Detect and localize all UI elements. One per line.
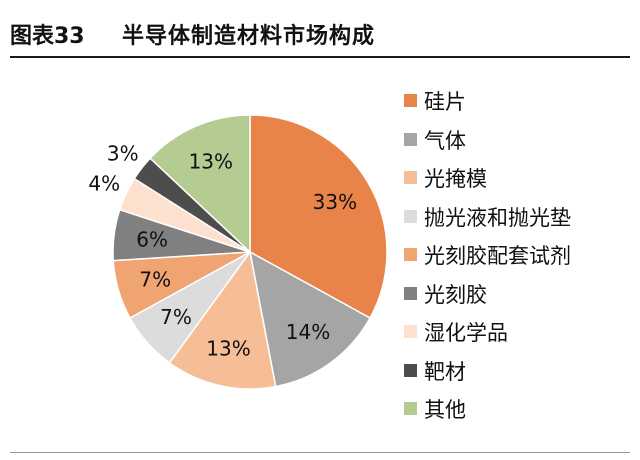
pie-slice (248, 250, 372, 388)
figure-header: 图表33 半导体制造材料市场构成 (10, 16, 630, 58)
legend-label: 光刻胶配套试剂 (424, 244, 571, 268)
pie-data-label: 13% (189, 150, 233, 174)
legend-label: 其他 (424, 398, 466, 422)
pie-chart: 33% 14% 13% 7% 7% 6% 4% 3% 13% (88, 114, 388, 390)
pie-data-label: 4% (88, 171, 120, 195)
legend-item: 靶材 (404, 356, 634, 395)
legend-item: 光掩模 (404, 163, 634, 202)
figure-label: 图表33 (10, 24, 85, 49)
legend-item: 光刻胶配套试剂 (404, 240, 634, 279)
pie-data-label: 33% (313, 190, 357, 214)
legend-swatch (404, 171, 417, 184)
legend-swatch (404, 402, 417, 415)
pie-data-label: 7% (139, 268, 171, 292)
legend-swatch (404, 94, 417, 107)
legend-item: 湿化学品 (404, 317, 634, 356)
legend-label: 光刻胶 (424, 282, 487, 307)
legend-item: 其他 (404, 394, 634, 433)
legend-label: 硅片 (424, 90, 466, 114)
legend-item: 硅片 (404, 86, 634, 125)
pie-data-label: 6% (136, 228, 168, 252)
legend-label: 抛光液和抛光垫 (424, 205, 571, 230)
legend-label: 湿化学品 (424, 321, 508, 345)
legend-swatch (404, 286, 417, 300)
bottom-rule (10, 452, 630, 453)
pie-data-label: 7% (160, 305, 192, 329)
chart-area: 33% 14% 13% 7% 7% 6% 4% 3% 13% 硅片气体光掩模抛光液和抛光垫 光刻胶… (0, 60, 640, 460)
pie-data-label: 13% (206, 336, 250, 360)
pie-data-label: 3% (107, 141, 139, 165)
legend-label: 光掩模 (424, 167, 487, 191)
legend-swatch (404, 132, 417, 146)
legend-swatch (404, 248, 417, 261)
legend-swatch (404, 325, 417, 338)
legend-swatch (404, 209, 417, 223)
legend-label: 靶材 (424, 359, 466, 384)
figure-title: 半导体制造材料市场构成 (122, 24, 376, 49)
pie-slice (168, 250, 277, 390)
pie-slice (249, 114, 388, 320)
legend-label: 气体 (424, 128, 466, 153)
legend-item: 气体 (404, 125, 634, 164)
legend-item: 抛光液和抛光垫 (404, 202, 634, 241)
chart-legend: 硅片气体光掩模抛光液和抛光垫 光刻胶配套试剂 光刻胶湿化学品靶材其他 (404, 86, 634, 433)
legend-swatch (404, 363, 417, 377)
pie-data-label: 14% (286, 320, 330, 344)
legend-item: 光刻胶 (404, 279, 634, 318)
pie-slice (149, 114, 251, 254)
